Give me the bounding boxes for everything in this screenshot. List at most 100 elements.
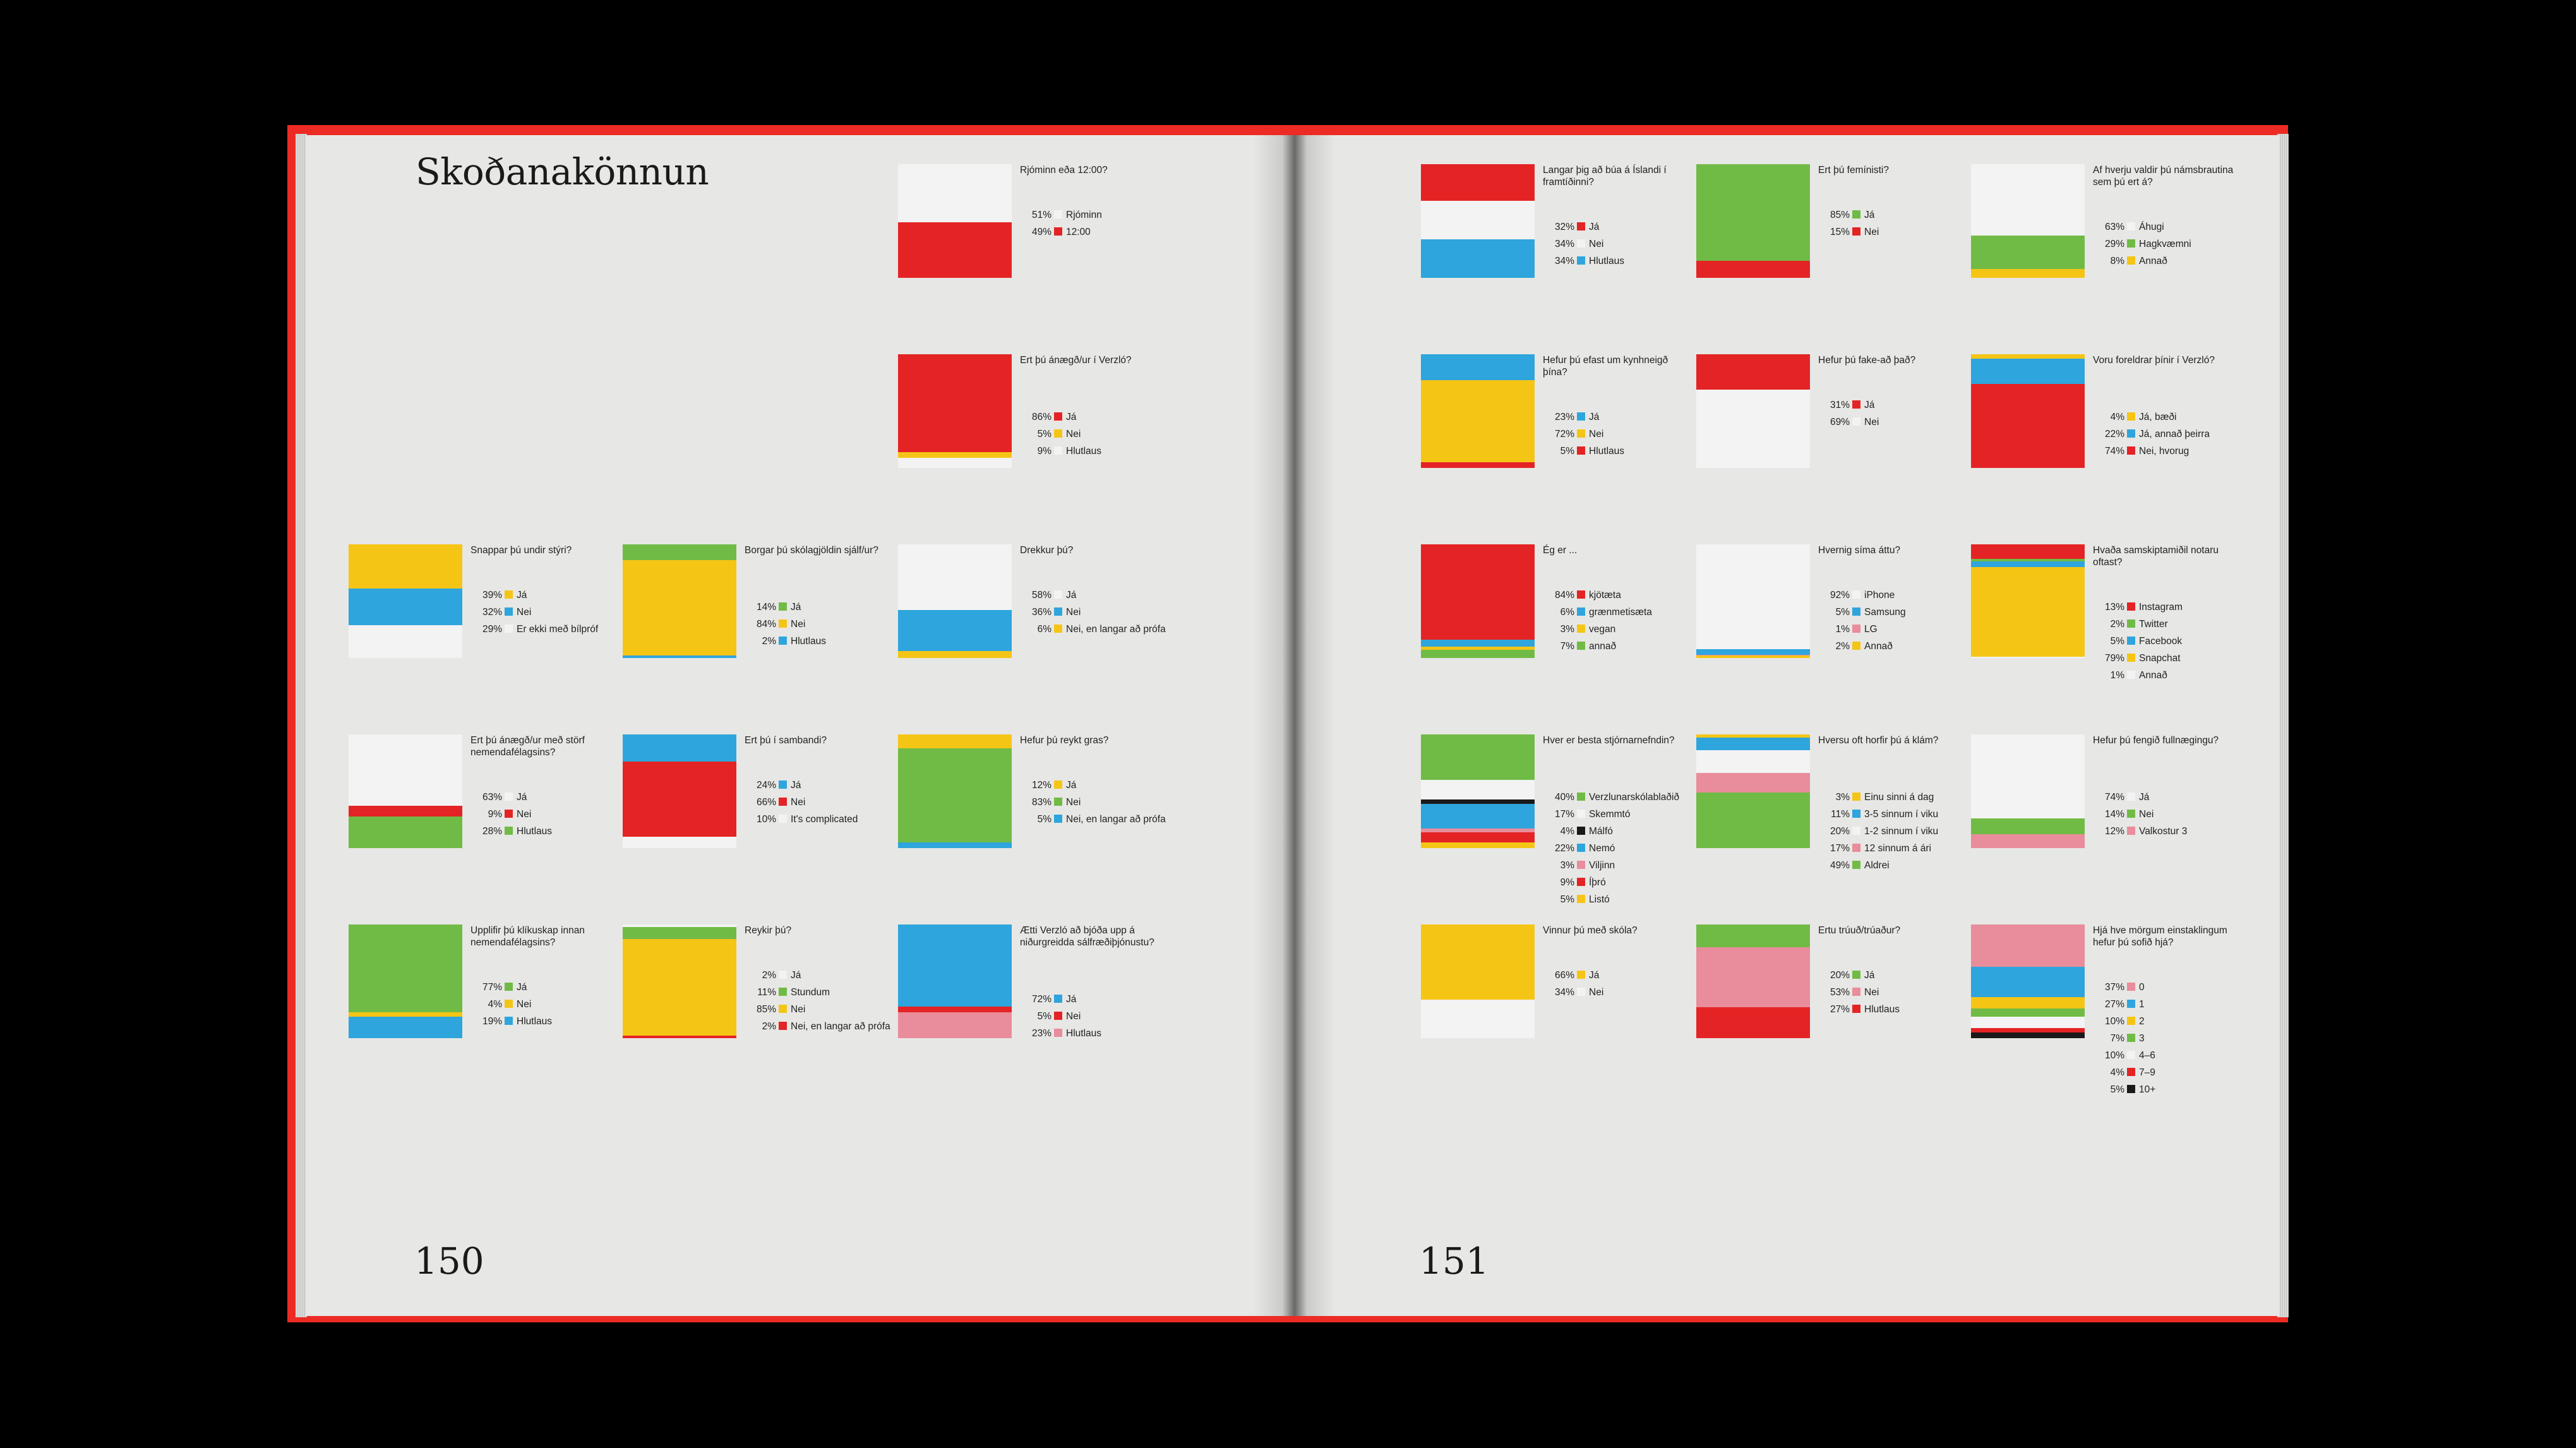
legend-label: Já	[1589, 222, 1600, 232]
stacked-bar	[1696, 354, 1810, 468]
legend-percent: 17%	[1830, 843, 1850, 854]
bar-segment	[1971, 1008, 2085, 1017]
legend-label: Nei	[1066, 429, 1081, 440]
legend-label: Íþró	[1589, 877, 1606, 888]
bar-segment	[1971, 1027, 2085, 1032]
legend-label: Viljinn	[1589, 860, 1615, 871]
legend-item: 19% Hlutlaus	[470, 1013, 637, 1030]
legend-swatch	[1852, 607, 1860, 616]
legend-percent: 19%	[482, 1016, 502, 1027]
legend-swatch	[2127, 429, 2135, 438]
legend-swatch	[2127, 793, 2135, 801]
legend-item: 15% Nei	[1818, 224, 1984, 241]
bar-segment	[1971, 236, 2085, 269]
legend-percent: 6%	[1560, 607, 1574, 618]
legend-label: Verzlunarskólablaðið	[1589, 792, 1680, 803]
legend-swatch	[505, 1017, 513, 1025]
legend-swatch	[1577, 878, 1585, 886]
bar-segment	[1421, 829, 1535, 832]
legend-label: 1	[2139, 999, 2145, 1010]
legend-percent: 49%	[1031, 227, 1051, 237]
legend-percent: 8%	[2110, 256, 2124, 266]
legend-item: 79% Snapchat	[2093, 650, 2259, 667]
legend: 2% Já 11% Stundum 85% Nei 2% Nei, en langar að …	[745, 967, 911, 1035]
legend-percent: 11%	[1831, 809, 1850, 820]
stacked-bar	[1971, 544, 2085, 658]
legend-item: 20% 1-2 sinnum í viku	[1818, 823, 1984, 840]
legend-label: grænmetisæta	[1589, 607, 1652, 618]
stacked-bar	[898, 164, 1012, 278]
survey-chart: Ég er ... 84% kjötæta 6% grænmetisæta 3% vegan…	[1421, 544, 1699, 671]
legend-item: 10% It's complicated	[745, 811, 911, 828]
bar-segment	[1421, 650, 1535, 658]
legend-item: 58% Já	[1020, 587, 1186, 604]
legend-percent: 7%	[1560, 641, 1574, 652]
legend-percent: 10%	[2104, 1050, 2124, 1061]
legend-label: vegan	[1589, 624, 1616, 635]
bar-segment	[349, 734, 462, 806]
bar-segment	[898, 842, 1012, 848]
legend-label: Listó	[1589, 894, 1610, 905]
bar-segment	[1971, 924, 2085, 967]
legend-label: Nei, hvorug	[2139, 446, 2190, 457]
legend-swatch	[1577, 412, 1585, 421]
legend-label: 10+	[2139, 1084, 2156, 1095]
legend-swatch	[1054, 429, 1062, 438]
survey-chart: Hefur þú efast um kynhneigð þína? 23% Já 72…	[1421, 354, 1699, 481]
legend-item: 27% 1	[2093, 996, 2259, 1013]
legend-label: Hlutlaus	[1066, 446, 1101, 457]
legend-percent: 5%	[1037, 814, 1051, 825]
legend-swatch	[779, 815, 787, 823]
legend: 12% Já 83% Nei 5% Nei, en langar að prófa	[1020, 777, 1186, 828]
legend-item: 10% 2	[2093, 1013, 2259, 1030]
legend-item: 14% Nei	[2093, 806, 2259, 823]
legend-item: 7% 3	[2093, 1030, 2259, 1047]
legend-item: 72% Já	[1020, 991, 1186, 1008]
legend-swatch	[1852, 971, 1860, 979]
legend-percent: 34%	[1554, 239, 1574, 249]
legend-percent: 12%	[1031, 780, 1051, 791]
legend-swatch	[1054, 412, 1062, 421]
legend-label: Nei	[1589, 429, 1604, 440]
survey-chart: Hefur þú fake-að það? 31% Já 69% Nei	[1696, 354, 1974, 481]
legend-percent: 1%	[1835, 624, 1850, 635]
legend: 92% iPhone 5% Samsung 1% LG 2% Annað	[1818, 587, 1984, 655]
legend-swatch	[2127, 1051, 2135, 1059]
legend-swatch	[1054, 607, 1062, 616]
right-page	[1293, 135, 2279, 1316]
legend-swatch	[1852, 625, 1860, 633]
question-title: Ert þú femínisti?	[1818, 165, 1889, 176]
legend-item: 6% grænmetisæta	[1543, 604, 1709, 621]
bar-segment	[1421, 640, 1535, 647]
stacked-bar	[623, 544, 736, 658]
legend-swatch	[2127, 1034, 2135, 1042]
legend-swatch	[505, 590, 513, 599]
legend-item: 84% kjötæta	[1543, 587, 1709, 604]
legend-item: 5% Facebook	[2093, 633, 2259, 650]
legend-item: 85% Nei	[745, 1001, 911, 1018]
legend-label: Hlutlaus	[1066, 1028, 1101, 1039]
legend-item: 5% Nei, en langar að prófa	[1020, 811, 1186, 828]
legend-percent: 4%	[1560, 826, 1574, 837]
legend-swatch	[2127, 1017, 2135, 1025]
legend-label: Nei, en langar að prófa	[1066, 814, 1166, 825]
legend-item: 11% Stundum	[745, 984, 911, 1001]
stacked-bar	[623, 924, 736, 1038]
legend-swatch	[779, 1005, 787, 1013]
legend-percent: 53%	[1830, 987, 1850, 998]
legend-label: Nei	[2139, 809, 2154, 820]
legend-item: 69% Nei	[1818, 414, 1984, 431]
legend: 86% Já 5% Nei 9% Hlutlaus	[1020, 409, 1186, 460]
legend-label: Instagram	[2139, 602, 2183, 613]
legend-label: 2	[2139, 1016, 2145, 1027]
legend-label: Já, annað þeirra	[2139, 429, 2210, 440]
legend-item: 5% Nei	[1020, 1008, 1186, 1025]
legend-item: 66% Já	[1543, 967, 1709, 984]
legend-label: annað	[1589, 641, 1617, 652]
stacked-bar	[1971, 924, 2085, 1038]
legend-swatch	[1577, 625, 1585, 633]
legend-percent: 5%	[2110, 636, 2124, 647]
survey-chart: Upplifir þú klíkuskap innan nemendafélag…	[349, 924, 626, 1051]
legend-label: Já	[1864, 210, 1875, 220]
legend-swatch	[1054, 210, 1062, 218]
